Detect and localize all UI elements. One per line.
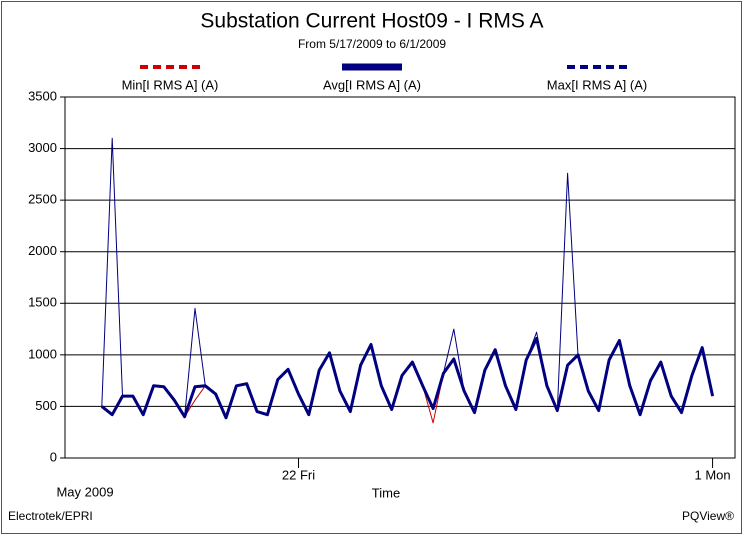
y-tick-label: 1000 — [28, 346, 57, 361]
x-tick-label: 1 Mon — [695, 467, 731, 482]
x-tick-label: 22 Fri — [282, 467, 315, 482]
footer-right: PQView® — [682, 509, 734, 523]
legend-label: Max[I RMS A] (A) — [547, 77, 647, 92]
chart-title: Substation Current Host09 - I RMS A — [200, 10, 543, 33]
legend-label: Min[I RMS A] (A) — [122, 77, 219, 92]
y-tick-label: 0 — [50, 449, 57, 464]
chart-subtitle: From 5/17/2009 to 6/1/2009 — [298, 37, 446, 51]
y-tick-label: 2500 — [28, 192, 57, 207]
x-period-label: May 2009 — [56, 484, 113, 499]
y-tick-label: 3000 — [28, 140, 57, 155]
y-tick-label: 500 — [35, 398, 57, 413]
footer-left: Electrotek/EPRI — [8, 509, 93, 523]
y-tick-label: 3500 — [28, 88, 57, 103]
x-axis-label: Time — [372, 485, 400, 500]
legend-label: Avg[I RMS A] (A) — [323, 77, 421, 92]
y-tick-label: 2000 — [28, 243, 57, 258]
y-tick-label: 1500 — [28, 295, 57, 310]
series-line — [100, 336, 715, 420]
